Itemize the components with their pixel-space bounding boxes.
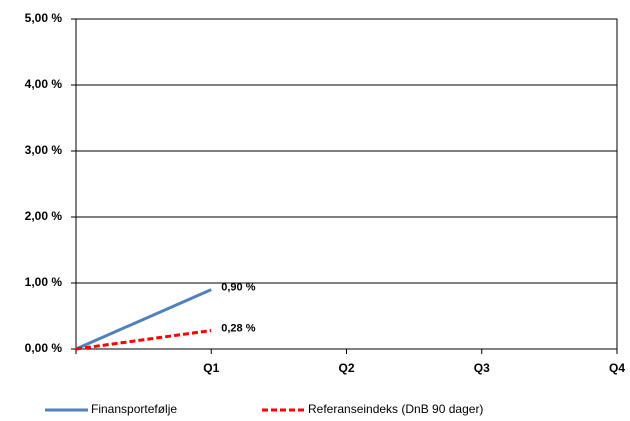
- data-label: 0,90 %: [221, 282, 255, 294]
- data-label: 0,28 %: [221, 322, 255, 334]
- x-tick-label: Q4: [609, 361, 625, 375]
- series-line: [75, 288, 212, 351]
- x-tick-label: Q3: [474, 361, 490, 375]
- y-tick-label: 2,00 %: [25, 209, 63, 223]
- plot-frame: [75, 18, 618, 350]
- y-tick-label: 0,00 %: [25, 341, 63, 355]
- legend-label: Referanseindeks (DnB 90 dager): [308, 402, 483, 416]
- y-tick-label: 5,00 %: [25, 11, 63, 25]
- x-tick-label: Q1: [203, 361, 219, 375]
- x-tick-label: Q2: [338, 361, 354, 375]
- y-tick-label: 4,00 %: [25, 77, 63, 91]
- y-tick-label: 1,00 %: [25, 275, 63, 289]
- y-tick-label: 3,00 %: [25, 143, 63, 157]
- legend-label: Finansportefølje: [91, 402, 177, 416]
- series-line: [75, 329, 212, 351]
